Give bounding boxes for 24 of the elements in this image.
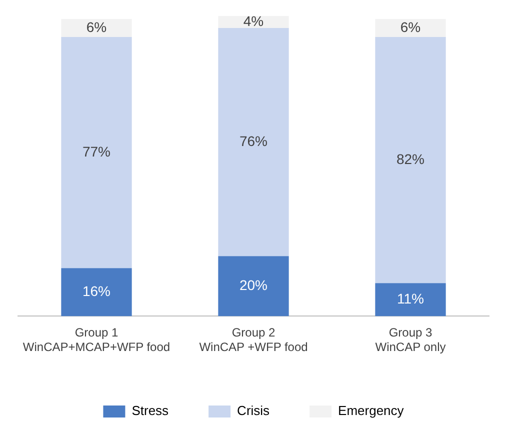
bar xyxy=(218,256,289,316)
data-label: 6% xyxy=(400,18,421,35)
bar xyxy=(61,19,132,38)
x-tick-label: Group 2 WinCAP +WFP food xyxy=(199,326,308,354)
x-tick-label: Group 1 WinCAP+MCAP+WFP food xyxy=(22,326,170,354)
data-label: 11% xyxy=(397,290,424,307)
x-tick-label: Group 3 WinCAP only xyxy=(375,326,446,354)
data-label: 76% xyxy=(239,132,268,149)
bar xyxy=(375,283,446,316)
data-label: 16% xyxy=(82,283,111,300)
bar xyxy=(61,268,132,316)
legend-label: Crisis xyxy=(237,403,270,418)
bar xyxy=(218,28,289,256)
data-label: 20% xyxy=(239,277,268,294)
data-label: 82% xyxy=(396,150,425,167)
bar xyxy=(61,37,132,268)
data-label: 6% xyxy=(86,18,107,35)
bar xyxy=(375,37,446,284)
legend-label: Emergency xyxy=(338,403,404,418)
data-label: 77% xyxy=(82,143,111,160)
legend-label: Stress xyxy=(132,403,170,418)
bar xyxy=(218,16,289,28)
bar xyxy=(375,19,446,38)
data-label: 4% xyxy=(243,12,264,29)
